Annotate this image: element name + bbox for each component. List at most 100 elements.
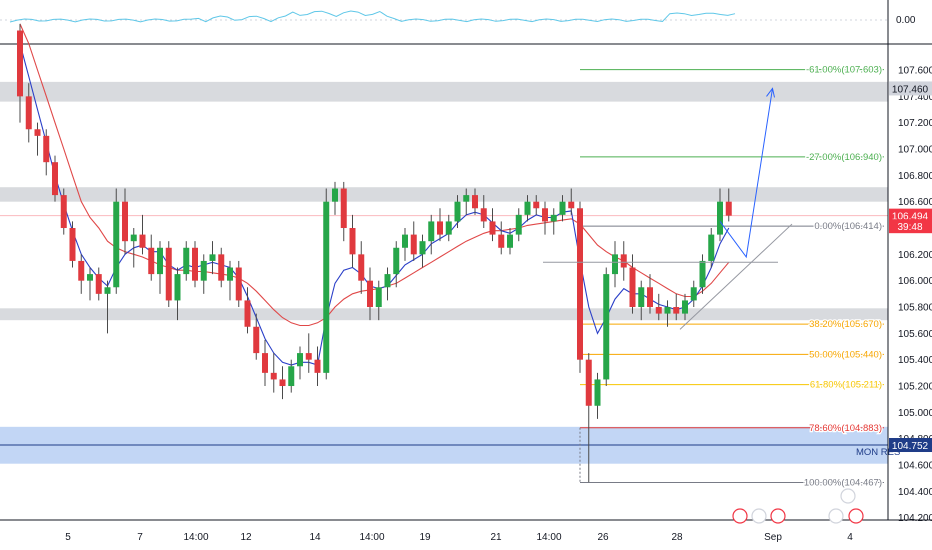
candle-body xyxy=(463,195,470,202)
candle-body xyxy=(305,353,312,360)
candle-body xyxy=(122,201,128,242)
candle-body xyxy=(673,307,680,314)
fib-level-label: 78.60%(104.883) xyxy=(809,423,882,434)
candle-body xyxy=(52,162,58,196)
candle-body xyxy=(192,247,198,281)
time-tick-label: 26 xyxy=(597,532,609,543)
event-markers[interactable] xyxy=(732,488,864,524)
event-flag-icon[interactable] xyxy=(840,488,856,504)
time-tick-label: 14:00 xyxy=(359,532,384,543)
candle-body xyxy=(375,287,382,308)
price-axis[interactable]: 107.600 107.400 107.200 107.000 106.800 106.6… xyxy=(898,66,932,525)
price-tick-label: 106.800 xyxy=(898,171,932,182)
candle-body xyxy=(367,280,373,308)
price-tick-label: 106.000 xyxy=(898,276,932,287)
zone-rect xyxy=(0,308,888,321)
candle-body xyxy=(253,326,260,354)
candle-body xyxy=(585,359,592,406)
candle-body xyxy=(174,274,181,301)
time-axis[interactable]: 5 7 14:00 12 14 14:00 19 21 14:00 26 28 Sep 4 xyxy=(65,532,853,543)
time-tick-label: 7 xyxy=(137,532,143,543)
candle-body xyxy=(113,201,120,288)
candle-body xyxy=(655,307,662,314)
event-marker[interactable] xyxy=(848,508,864,524)
candle-body xyxy=(227,267,233,281)
candles-layer xyxy=(17,23,732,483)
zone-rect xyxy=(0,81,888,102)
price-tick-label: 105.600 xyxy=(898,329,932,340)
price-tick-label: 104.200 xyxy=(898,513,932,524)
price-tick-label: 104.400 xyxy=(898,487,932,498)
fib-level-label: 50.00%(105.440) xyxy=(809,349,882,360)
event-flag-icon[interactable] xyxy=(751,508,767,524)
price-tick-label: 106.200 xyxy=(898,250,932,261)
time-tick-label: 12 xyxy=(240,532,252,543)
candle-body xyxy=(262,353,268,373)
price-tag-label: 104.752 xyxy=(892,441,929,452)
price-tick-label: 104.600 xyxy=(898,461,932,472)
candle-body xyxy=(498,234,505,248)
candle-body xyxy=(165,247,172,301)
candle-body xyxy=(428,221,435,242)
candle-body xyxy=(34,129,41,136)
time-tick-label: 28 xyxy=(671,532,683,543)
price-tag xyxy=(889,208,932,223)
time-tick-label: 5 xyxy=(65,532,71,543)
ma-blue-line xyxy=(19,43,730,366)
candle-body xyxy=(577,208,583,360)
price-tag xyxy=(889,81,932,96)
price-tick-label: 107.000 xyxy=(898,145,932,156)
time-tick-label: 14 xyxy=(309,532,321,543)
event-marker[interactable] xyxy=(770,508,786,524)
candle-body xyxy=(288,366,295,387)
candle-body xyxy=(130,234,137,242)
price-tag-label: 107.460 xyxy=(892,84,929,95)
candle-body xyxy=(419,241,426,255)
candle-body xyxy=(235,267,242,301)
candle-body xyxy=(95,274,102,294)
candle-body xyxy=(218,254,225,281)
moving-averages-layer xyxy=(19,23,730,366)
candle-body xyxy=(629,267,636,308)
support-line-label: MON RES xyxy=(856,447,900,458)
price-tag-label: 106.494 xyxy=(892,212,929,223)
candle-body xyxy=(279,379,286,387)
fib-retracement-layer: -61.00%(107.603) -27.00%(106.940) 0.00%(10… xyxy=(579,63,884,490)
candle-body xyxy=(472,195,478,209)
candle-body xyxy=(717,201,723,235)
event-marker[interactable] xyxy=(732,508,748,524)
price-tick-label: 105.400 xyxy=(898,355,932,366)
event-flag-icon[interactable] xyxy=(828,508,844,524)
candle-body xyxy=(332,188,338,202)
time-tick-label: 14:00 xyxy=(536,532,561,543)
oscillator-pane: 0.00 xyxy=(0,10,916,26)
candle-body xyxy=(358,254,365,281)
candle-body xyxy=(594,379,601,406)
candle-body xyxy=(323,201,330,373)
candle-body xyxy=(349,228,356,255)
candle-body xyxy=(437,221,443,235)
price-tick-label: 105.800 xyxy=(898,303,932,314)
candle-body xyxy=(620,254,627,268)
candle-body xyxy=(384,274,391,288)
candle-body xyxy=(507,234,513,248)
projection-arrow[interactable] xyxy=(719,88,773,259)
time-tick-label: Sep xyxy=(764,532,782,543)
candle-body xyxy=(244,300,251,327)
fib-level-label: 100.00%(104.467) xyxy=(804,478,882,489)
candle-body xyxy=(209,254,216,261)
zone-rect xyxy=(0,187,888,202)
candle-body xyxy=(638,287,645,308)
time-tick-label: 4 xyxy=(847,532,853,543)
trend-line[interactable] xyxy=(679,223,793,330)
oscillator-line xyxy=(9,10,736,23)
candle-body xyxy=(533,201,540,209)
time-tick-label: 21 xyxy=(490,532,502,543)
candle-body xyxy=(393,247,400,275)
price-tick-label: 105.200 xyxy=(898,382,932,393)
candle-body xyxy=(148,247,155,275)
arrow-head xyxy=(766,87,775,98)
time-tick-label: 14:00 xyxy=(183,532,208,543)
